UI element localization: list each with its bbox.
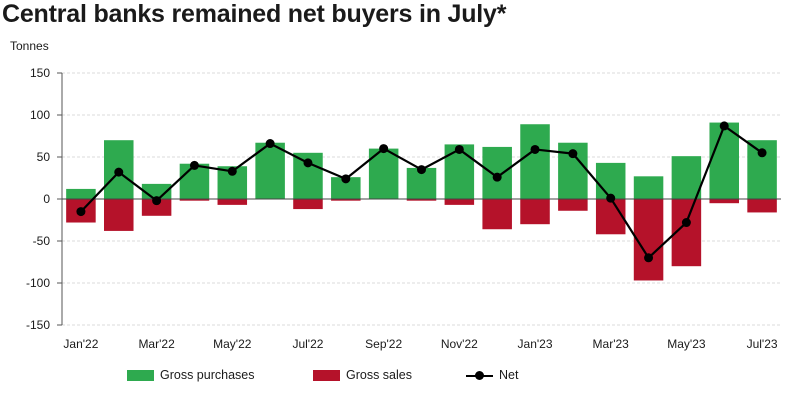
gross-sales-bar xyxy=(406,199,437,201)
legend-item-gross-purchases: Gross purchases xyxy=(127,368,254,382)
gross-sales-bar xyxy=(331,199,361,201)
x-tick-label: Mar'22 xyxy=(138,337,175,351)
net-point xyxy=(719,121,729,131)
x-tick-label: Jul'22 xyxy=(292,337,323,351)
gross-sales-bar xyxy=(558,199,588,211)
gross-sales-swatch xyxy=(313,369,340,381)
y-tick-label: -150 xyxy=(26,318,50,332)
legend-item-gross-sales: Gross sales xyxy=(313,368,412,382)
net-point xyxy=(303,158,313,168)
net-point xyxy=(644,253,654,263)
legend-label-gross-purchases: Gross purchases xyxy=(160,368,255,382)
gross-sales-bar xyxy=(217,199,248,205)
gross-sales-bar xyxy=(179,199,210,201)
gross-sales-bar xyxy=(595,199,626,235)
chart-title: Central banks remained net buyers in Jul… xyxy=(2,0,507,28)
legend-label-net: Net xyxy=(499,368,519,382)
x-tick-label: Jul'23 xyxy=(747,337,778,351)
y-tick-label: -50 xyxy=(33,234,51,248)
x-tick-label: Jan'22 xyxy=(63,337,98,351)
gross-purchases-bar xyxy=(671,156,702,199)
net-point xyxy=(757,148,767,158)
chart-plot-area: 150 100 50 0 -50 -100 -150 Jan'22 Mar'22 May'22 Ju… xyxy=(26,66,781,351)
gross-sales-bar xyxy=(141,199,172,216)
x-tick-label: Sep'22 xyxy=(365,337,402,351)
gross-purchases-bar xyxy=(66,188,96,199)
net-point xyxy=(341,174,351,184)
net-line-swatch xyxy=(466,370,493,381)
y-axis-unit-label: Tonnes xyxy=(10,39,49,53)
x-tick-label: Mar'23 xyxy=(593,337,630,351)
x-tick-label: Jan'23 xyxy=(518,337,553,351)
x-tick-label: May'22 xyxy=(213,337,252,351)
gross-sales-bar xyxy=(747,199,777,213)
net-point xyxy=(681,218,691,228)
legend-item-net: Net xyxy=(466,368,518,382)
net-point xyxy=(379,144,389,154)
net-point xyxy=(114,167,124,177)
gross-sales-bar xyxy=(520,199,550,225)
gross-sales-bar xyxy=(104,199,134,231)
y-tick-label: -100 xyxy=(26,276,50,290)
net-point xyxy=(152,196,162,206)
gross-sales-bar xyxy=(444,199,475,205)
legend-label-gross-sales: Gross sales xyxy=(346,368,412,382)
net-point xyxy=(265,139,275,149)
net-point xyxy=(530,144,540,154)
gross-purchases-bar xyxy=(709,122,739,199)
y-tick-label: 0 xyxy=(43,192,50,206)
x-tick-label: May'23 xyxy=(667,337,706,351)
gross-purchases-swatch xyxy=(127,369,154,381)
gross-sales-bar xyxy=(709,199,739,204)
y-tick-label: 100 xyxy=(30,108,50,122)
gross-purchases-bar xyxy=(633,176,664,199)
y-tick-label: 150 xyxy=(30,66,50,80)
gross-sales-bar xyxy=(633,199,664,281)
net-point xyxy=(454,144,464,154)
gross-purchases-bar xyxy=(595,162,626,199)
gross-purchases-bar xyxy=(520,124,550,199)
net-point xyxy=(189,160,199,170)
gross-sales-bar xyxy=(293,199,323,210)
net-point xyxy=(76,207,86,217)
net-point xyxy=(606,193,616,203)
net-point xyxy=(492,172,502,182)
x-tick-label: Nov'22 xyxy=(441,337,478,351)
y-tick-label: 50 xyxy=(37,150,51,164)
net-point xyxy=(417,165,426,175)
net-point xyxy=(568,149,578,159)
gross-sales-bar xyxy=(482,199,512,230)
gross-purchases-bar xyxy=(331,177,361,199)
net-point xyxy=(227,166,237,176)
